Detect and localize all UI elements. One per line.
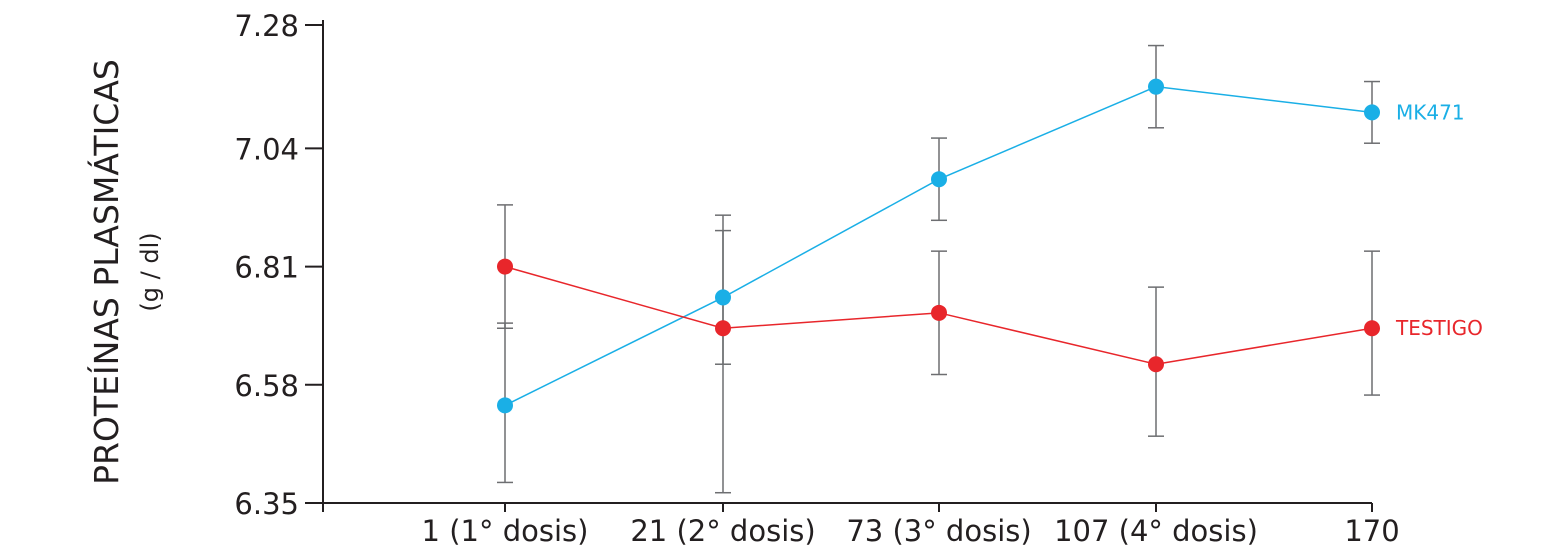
series-label-testigo: TESTIGO [1395,316,1483,340]
data-point-mk471 [715,289,731,306]
y-ticks: 6.35 6.58 6.81 7.04 7.28 [234,9,323,521]
x-tick-label: 170 [1344,514,1399,548]
data-point-mk471 [931,171,947,188]
y-axis-unit: (g / dl) [136,232,164,311]
x-tick-label: 107 (4° dosis) [1054,514,1258,548]
data-point-testigo [1364,320,1380,337]
x-tick-label: 21 (2° dosis) [630,514,815,548]
series-labels: MK471 TESTIGO [1395,100,1483,340]
data-point-mk471 [497,397,513,414]
y-tick-label: 6.35 [234,487,299,521]
x-tick-label: 73 (3° dosis) [846,514,1031,548]
data-point-testigo [1148,356,1164,373]
data-point-testigo [497,258,513,275]
y-tick-label: 7.04 [234,132,299,166]
data-point-mk471 [1364,104,1380,121]
data-point-testigo [931,304,947,321]
y-axis-title: PROTEÍNAS PLASMÁTICAS [86,59,126,485]
y-axis-label: PROTEÍNAS PLASMÁTICAS [86,59,126,485]
y-tick-label: 6.58 [234,369,299,403]
y-tick-label: 7.28 [234,9,299,43]
series-label-mk471: MK471 [1396,100,1465,124]
data-point-testigo [715,320,731,337]
series-points [497,78,1380,414]
x-tick-label: 1 (1° dosis) [422,514,589,548]
y-tick-label: 6.81 [234,251,299,285]
y-axis-unit-label: (g / dl) [136,232,164,311]
x-ticks: 1 (1° dosis) 21 (2° dosis) 73 (3° dosis) 10… [422,503,1400,548]
data-point-mk471 [1148,78,1164,95]
error-bars [497,44,1380,494]
